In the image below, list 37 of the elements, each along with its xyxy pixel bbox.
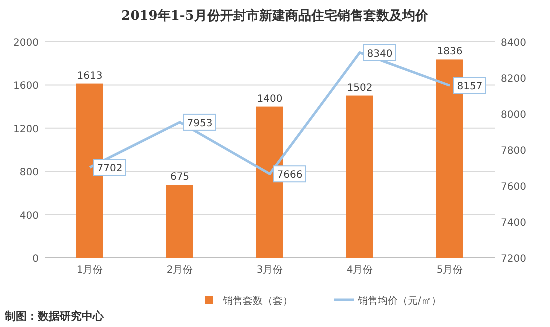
- xtick: 1月份: [76, 265, 104, 276]
- ytick: 400: [20, 210, 39, 222]
- y2tick: 7600: [501, 182, 526, 193]
- data-label: 7666: [277, 170, 303, 182]
- y2tick: 7400: [501, 218, 526, 229]
- ytick: 1200: [14, 124, 39, 136]
- ytick: 800: [20, 168, 39, 179]
- ytick: 2000: [14, 38, 39, 49]
- data-label: 7953: [187, 118, 213, 130]
- y2tick: 8200: [501, 74, 526, 85]
- xtick: 4月份: [346, 265, 374, 276]
- data-label: 7953: [184, 114, 216, 131]
- data-label: 7702: [94, 159, 126, 176]
- data-label: 8157: [454, 77, 486, 94]
- legend-label: 销售套数（套）: [223, 296, 293, 307]
- xtick: 2月份: [166, 265, 194, 276]
- y2tick: 7200: [501, 254, 526, 265]
- xtick: 5月份: [436, 265, 464, 276]
- y2tick: 7800: [501, 146, 526, 157]
- title: 2019年1-5月份开封市新建商品住宅销售套数及均价: [122, 9, 428, 24]
- data-label: 1836: [437, 46, 463, 58]
- data-label: 7666: [274, 166, 306, 183]
- data-label: 8340: [367, 48, 393, 60]
- data-label: 1502: [347, 82, 373, 94]
- data-label: 7702: [97, 164, 123, 175]
- ytick: 1600: [14, 81, 39, 92]
- legend-label: 销售均价（元/㎡）: [358, 296, 442, 307]
- data-label: 1400: [257, 94, 283, 105]
- annotation: 制图：数据研究中心: [5, 310, 104, 323]
- data-label: 8157: [457, 82, 483, 93]
- xtick: 3月份: [256, 265, 284, 276]
- data-label: 1613: [77, 70, 103, 82]
- y2tick: 8000: [501, 110, 526, 121]
- ytick: 0: [32, 254, 39, 265]
- y2tick: 8400: [501, 38, 526, 49]
- data-label: 675: [170, 172, 190, 184]
- data-label: 8340: [364, 44, 396, 62]
